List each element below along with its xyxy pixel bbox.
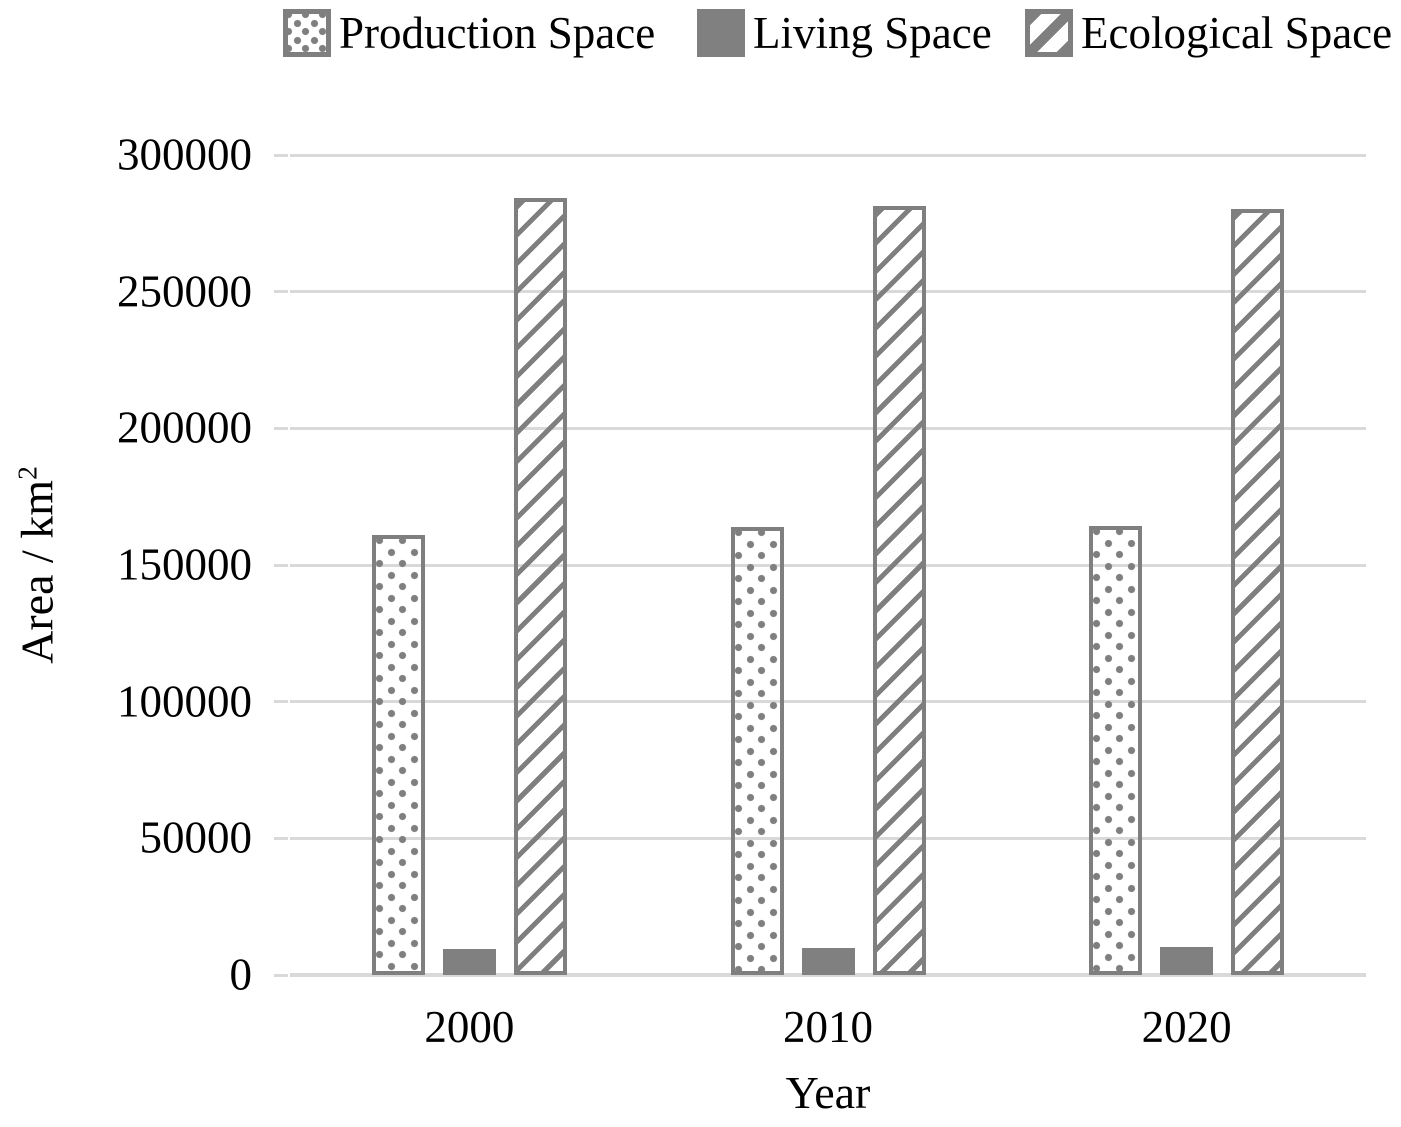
bar-production-space-2000: [371, 534, 425, 975]
gridline-0: [290, 973, 1366, 977]
y-tick-label-200000: 200000: [117, 402, 252, 453]
x-tick-label-2010: 2010: [783, 1002, 873, 1052]
x-tick-label-2020: 2020: [1141, 1002, 1232, 1052]
y-axis-tick: [274, 153, 288, 157]
bar-living-space-2000: [442, 949, 496, 975]
bar-ecological-space-2000: [513, 197, 567, 975]
bar-production-space-2010: [730, 526, 784, 975]
legend-item-production-space: Production Space: [283, 8, 655, 58]
y-axis-tick: [274, 700, 288, 704]
y-axis-tick: [274, 290, 288, 294]
gridline-100000: [290, 700, 1366, 704]
y-tick-label-100000: 100000: [117, 676, 252, 727]
y-axis-tick-labels: 0 50000 100000 150000 200000 250000 300000: [0, 132, 253, 997]
y-axis-tick: [274, 836, 288, 840]
x-tick-label-2000: 2000: [424, 1002, 515, 1052]
gridline-200000: [290, 426, 1366, 430]
y-tick-label-0: 0: [229, 949, 253, 1000]
plot-area: [274, 153, 1366, 977]
y-tick-label-50000: 50000: [139, 812, 253, 863]
legend-item-living-space: Living Space: [697, 8, 992, 58]
dots-pattern-swatch-icon: [283, 9, 331, 57]
bar-living-space-2010: [801, 947, 855, 975]
y-axis-tick: [274, 426, 288, 430]
bar-living-space-2020: [1160, 947, 1214, 975]
diagonal-hatch-swatch-icon: [1025, 9, 1073, 57]
gridline-300000: [290, 153, 1366, 157]
legend-label-living-space: Living Space: [753, 8, 992, 58]
y-tick-label-300000: 300000: [117, 129, 252, 180]
x-axis-title: Year: [785, 1067, 871, 1118]
legend-label-ecological-space: Ecological Space: [1081, 8, 1393, 58]
bar-ecological-space-2020: [1231, 209, 1285, 975]
y-tick-label-250000: 250000: [117, 266, 252, 317]
legend-label-production-space: Production Space: [339, 8, 656, 58]
gridline-50000: [290, 836, 1366, 840]
gridline-250000: [290, 290, 1366, 294]
y-axis-tick: [274, 563, 288, 567]
gridline-150000: [290, 563, 1366, 567]
legend-item-ecological-space: Ecological Space: [1025, 8, 1392, 58]
bar-production-space-2020: [1089, 526, 1143, 975]
bar-ecological-space-2010: [872, 206, 926, 975]
y-axis-tick: [274, 973, 288, 977]
solid-fill-swatch-icon: [697, 9, 745, 57]
y-tick-label-150000: 150000: [117, 539, 252, 590]
x-axis-tick-labels: 2000 2010 2020: [290, 1002, 1366, 1055]
